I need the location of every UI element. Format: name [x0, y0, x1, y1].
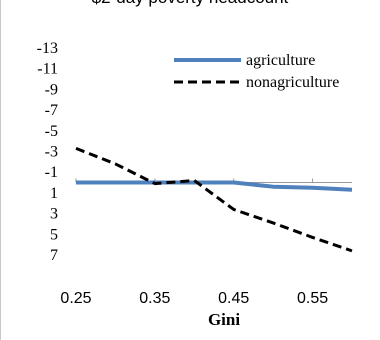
- legend-label: agriculture: [246, 52, 315, 69]
- x-tick-label: 0.55: [297, 290, 328, 307]
- series-line-nonagriculture: [75, 146, 353, 253]
- y-tick-label: -7: [45, 102, 58, 119]
- y-tick-label: -13: [37, 40, 58, 57]
- y-tick-label: 3: [50, 206, 58, 223]
- series-line-agriculture: [76, 180, 353, 192]
- y-tick-label: -3: [45, 144, 58, 161]
- legend-label: nonagriculture: [246, 74, 339, 91]
- y-tick-label: -1: [45, 164, 58, 181]
- y-tick-label: 7: [50, 247, 58, 264]
- y-tick-label: -11: [37, 61, 58, 78]
- x-tick-label: 0.25: [60, 290, 91, 307]
- y-tick-label: -9: [45, 81, 58, 98]
- y-tick-label: 5: [50, 226, 58, 243]
- y-tick-label: 1: [50, 185, 58, 202]
- x-tick-label: 0.45: [218, 290, 249, 307]
- x-axis-title: Gini: [208, 310, 240, 329]
- y-tick-label: -5: [45, 123, 58, 140]
- x-tick-label: 0.35: [139, 290, 170, 307]
- frame-border: [0, 0, 1, 340]
- chart-title: $2-day poverty headcount: [0, 0, 380, 8]
